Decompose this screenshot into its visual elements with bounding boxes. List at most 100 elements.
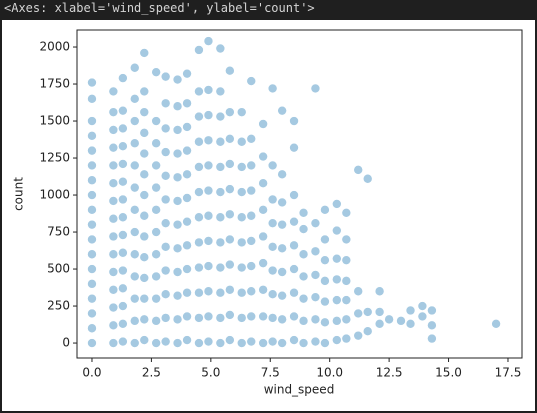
- point: [118, 176, 128, 187]
- point: [203, 210, 214, 221]
- point: [87, 145, 97, 156]
- point: [87, 279, 97, 289]
- point: [332, 316, 342, 326]
- point: [172, 219, 183, 230]
- point: [172, 125, 183, 135]
- point: [139, 148, 150, 159]
- point: [194, 136, 204, 147]
- point: [118, 123, 128, 134]
- point: [353, 165, 364, 175]
- point: [139, 335, 150, 345]
- point: [246, 311, 257, 322]
- point: [160, 242, 171, 252]
- point: [182, 264, 192, 274]
- point: [289, 287, 299, 298]
- point: [215, 338, 226, 348]
- point: [215, 287, 226, 298]
- point: [225, 133, 235, 144]
- point: [298, 271, 309, 282]
- point: [427, 333, 437, 344]
- y-tick-label: 1750: [39, 77, 70, 91]
- point: [341, 234, 352, 245]
- point: [182, 98, 192, 109]
- point: [194, 212, 204, 223]
- point: [236, 338, 247, 348]
- point: [87, 175, 97, 186]
- point: [362, 326, 373, 337]
- point: [151, 205, 161, 215]
- point: [203, 261, 214, 271]
- point: [246, 286, 257, 297]
- point: [298, 224, 309, 234]
- point: [139, 210, 150, 221]
- y-tick-label: 250: [47, 299, 70, 313]
- point: [374, 319, 385, 329]
- point: [194, 262, 204, 273]
- point: [332, 225, 342, 236]
- point: [129, 249, 140, 260]
- point: [396, 316, 406, 326]
- point: [129, 227, 140, 237]
- point: [236, 262, 247, 273]
- point: [108, 142, 119, 153]
- point: [277, 197, 287, 208]
- point: [151, 227, 161, 237]
- point: [298, 249, 309, 260]
- point: [246, 210, 257, 221]
- y-tick-label: 1250: [39, 151, 70, 165]
- point: [203, 286, 214, 297]
- point: [215, 212, 226, 223]
- point: [129, 182, 140, 193]
- point: [151, 338, 161, 348]
- point: [151, 138, 161, 149]
- point: [258, 178, 268, 188]
- y-tick-label: 0: [62, 336, 70, 350]
- point: [160, 123, 171, 134]
- point: [310, 314, 321, 325]
- point: [215, 86, 226, 97]
- point: [118, 265, 128, 276]
- point: [108, 320, 119, 331]
- point: [258, 338, 268, 348]
- point: [246, 160, 257, 171]
- point: [139, 169, 150, 180]
- point: [203, 236, 214, 246]
- point: [405, 305, 416, 316]
- point: [129, 94, 140, 104]
- point: [194, 313, 204, 323]
- point: [151, 67, 161, 77]
- point: [108, 249, 119, 260]
- y-tick-label: 1500: [39, 114, 70, 128]
- point: [289, 142, 299, 153]
- point: [172, 243, 183, 254]
- point: [267, 242, 278, 252]
- point: [236, 313, 247, 323]
- y-tick-label: 500: [47, 262, 70, 276]
- point: [277, 219, 287, 230]
- point: [298, 316, 309, 326]
- y-axis-label: count: [12, 177, 26, 211]
- point: [172, 148, 183, 159]
- point: [310, 292, 321, 302]
- point: [258, 231, 268, 242]
- point: [277, 243, 287, 254]
- point: [298, 293, 309, 304]
- point: [139, 314, 150, 325]
- point: [320, 205, 330, 215]
- y-tick-label: 2000: [39, 40, 70, 54]
- point: [172, 338, 183, 348]
- point: [118, 159, 128, 169]
- point: [139, 128, 150, 138]
- point: [258, 284, 268, 295]
- point: [320, 255, 330, 265]
- point: [277, 290, 287, 301]
- point: [118, 301, 128, 311]
- point: [267, 218, 278, 228]
- point: [108, 178, 119, 188]
- point: [172, 267, 183, 277]
- point: [87, 190, 97, 200]
- point: [236, 107, 247, 117]
- point: [258, 151, 268, 162]
- point: [203, 336, 214, 347]
- point: [320, 234, 330, 245]
